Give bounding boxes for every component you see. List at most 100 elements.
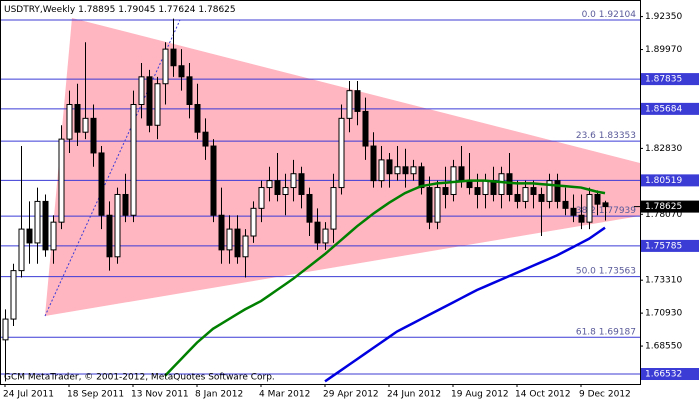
candle-body	[194, 104, 201, 133]
candle-body	[482, 180, 489, 195]
candle-body	[42, 200, 49, 251]
candle-body	[370, 145, 377, 182]
candle-body	[354, 90, 361, 112]
marks	[2, 18, 609, 383]
candle-body	[266, 180, 273, 189]
fib-price: 1.83353	[599, 131, 636, 141]
candle-body	[306, 193, 313, 223]
level-box	[641, 239, 699, 252]
candle-body	[514, 193, 521, 202]
candle-body	[578, 214, 585, 223]
candle-body	[290, 173, 297, 189]
level-label: 1.75785	[645, 241, 682, 251]
y-tick-label: 1.78070	[645, 210, 682, 220]
y-tick-label: 1.89970	[645, 45, 682, 55]
candle-body	[330, 187, 337, 230]
candle-body	[146, 76, 153, 126]
x-tick-label: 9 Dec 2012	[579, 390, 631, 400]
moving-average	[164, 179, 606, 377]
candle-body	[474, 187, 481, 195]
candle-body	[178, 65, 185, 78]
candle-body	[522, 187, 529, 202]
high: 1.79045	[118, 5, 155, 15]
fib-label: 50.0 1.73563	[576, 266, 636, 276]
candle-body	[314, 221, 321, 244]
x-tick-label: 4 Mar 2012	[259, 390, 310, 400]
candle-body	[66, 104, 73, 140]
fib-ratio: 50.0	[576, 266, 596, 276]
candle-body	[18, 228, 25, 272]
candle-body	[562, 200, 569, 209]
candle-body	[258, 187, 265, 209]
x-tick-label: 8 Jan 2012	[195, 390, 243, 400]
candle-body	[594, 193, 601, 205]
x-tick-label: 24 Jun 2012	[387, 390, 441, 400]
candle-body	[154, 83, 161, 126]
price-box	[641, 200, 699, 213]
level-box	[641, 174, 699, 187]
level-label: 1.87835	[645, 75, 682, 85]
x-tick-label: 29 Apr 2012	[323, 390, 379, 400]
plot-border	[0, 0, 641, 385]
candle-body	[122, 193, 129, 216]
candle-body	[530, 187, 537, 195]
x-tick-label: 19 Aug 2012	[451, 390, 509, 400]
candle-body	[410, 166, 417, 175]
level-box	[641, 73, 699, 86]
candle-body	[458, 166, 465, 182]
fib-price: 1.77939	[599, 206, 636, 216]
candle-body	[274, 180, 281, 195]
candle-body	[50, 221, 57, 251]
x-tick-label: 13 Nov 2011	[131, 390, 189, 400]
header: USDTRY,Weekly 1.78895 1.79045 1.77624 1.…	[4, 5, 236, 15]
candle-body	[226, 228, 233, 251]
fib-price: 1.69187	[599, 327, 636, 337]
candle-body	[570, 207, 577, 216]
candle-body	[242, 235, 249, 258]
candle-body	[34, 200, 41, 244]
candle-body	[210, 145, 217, 216]
candle-body	[546, 180, 553, 202]
fib-label: 23.6 1.83353	[576, 131, 636, 141]
x-tick-label: 14 Oct 2012	[515, 390, 571, 400]
level-box	[641, 102, 699, 115]
x-tick-label: 24 Jul 2011	[3, 390, 54, 400]
footer: GCM MetaTrader, © 2001-2012, MetaQuotes …	[4, 373, 275, 383]
level-label: 1.85684	[645, 104, 682, 114]
candle-body	[218, 214, 225, 251]
candle-body	[114, 193, 121, 258]
fib-label: 0.0 1.92104	[582, 10, 637, 20]
candle-body	[90, 117, 97, 154]
candle-body	[98, 152, 105, 216]
x-tick-label: 18 Sep 2011	[67, 390, 124, 400]
candle-body	[186, 76, 193, 106]
candle-body	[402, 166, 409, 175]
candle-body	[386, 159, 393, 175]
fib-ratio: 0.0	[582, 10, 597, 20]
candle-body	[202, 131, 209, 147]
candle-body	[498, 173, 505, 195]
candle-body	[602, 202, 609, 208]
close: 1.78625	[198, 5, 235, 15]
fib-price: 1.73563	[599, 266, 636, 276]
y-tick-label: 1.68550	[645, 342, 682, 352]
candle-body	[82, 117, 89, 133]
candle-body	[298, 173, 305, 195]
y-tick-label: 1.73310	[645, 276, 682, 286]
y-tick-label: 1.70930	[645, 309, 682, 319]
candle-body	[2, 318, 9, 341]
level-label: 1.80519	[645, 176, 682, 186]
candle-body	[378, 159, 385, 182]
price-label: 1.78625	[645, 202, 682, 212]
moving-average	[324, 226, 606, 383]
candle-body	[162, 48, 169, 85]
y-tick-label: 1.82830	[645, 144, 682, 154]
candle-body	[554, 180, 561, 202]
candle-body	[170, 48, 177, 67]
candle-body	[26, 228, 33, 244]
candle-body	[74, 104, 81, 133]
candle-body	[538, 193, 545, 202]
candle-body	[586, 193, 593, 223]
y-tick-label: 1.92350	[645, 12, 682, 22]
